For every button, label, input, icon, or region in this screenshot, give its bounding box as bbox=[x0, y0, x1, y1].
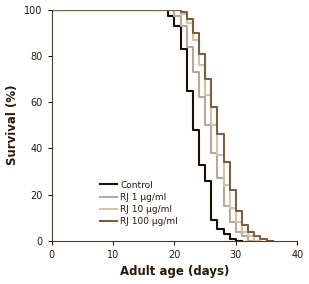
X-axis label: Adult age (days): Adult age (days) bbox=[120, 266, 229, 278]
Legend: Control, RJ 1 μg/ml, RJ 10 μg/ml, RJ 100 μg/ml: Control, RJ 1 μg/ml, RJ 10 μg/ml, RJ 100… bbox=[100, 181, 178, 226]
Y-axis label: Survival (%): Survival (%) bbox=[6, 85, 19, 166]
